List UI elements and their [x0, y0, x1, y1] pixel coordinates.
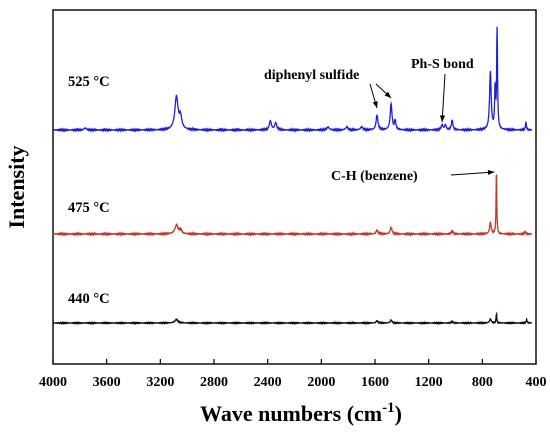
x-tick-label: 2800 [200, 375, 228, 390]
x-tick-label: 800 [472, 375, 493, 390]
plot-frame [52, 9, 537, 365]
series-label-440: 440 °C [68, 291, 110, 307]
annotation-c-h-benzene: C-H (benzene) [331, 169, 418, 184]
spectrum-line-2 [52, 311, 532, 326]
annotation-ph-s-bond: Ph-S bond [411, 57, 474, 72]
arrow-c-h-benzene [450, 171, 495, 176]
x-tick-label: 3600 [93, 375, 121, 390]
arrow-ph-s-bond-head [439, 115, 446, 122]
x-tick-label: 4000 [39, 375, 67, 390]
spectrum-line-0 [52, 26, 533, 133]
x-axis-ticks: 4000 3600 3200 2800 2400 2000 1600 1200 800 400 [39, 359, 547, 390]
arrow-ph-s-bond [441, 73, 446, 123]
y-axis-label: Intensity [4, 145, 29, 228]
arrow-diphenyl-sulfide-2-head [384, 91, 392, 98]
x-tick-label: 3200 [146, 375, 174, 390]
arrow-diphenyl-sulfide-1-head [372, 101, 378, 108]
x-tick-label: 2400 [254, 375, 282, 390]
x-tick-label: 2000 [307, 375, 335, 390]
x-axis-label: Wave numbers (cm-1) [200, 400, 402, 426]
spectrum-line-1 [52, 174, 533, 237]
x-tick-label: 1600 [361, 375, 389, 390]
x-tick-label: 400 [526, 375, 547, 390]
series-label-525: 525 °C [68, 74, 110, 90]
annotations-group [369, 73, 495, 176]
x-tick-label: 1200 [415, 375, 443, 390]
annotation-diphenyl-sulfide: diphenyl sulfide [264, 68, 359, 83]
arrow-c-h-benzene-head [487, 169, 495, 176]
series-label-475: 475 °C [68, 200, 110, 216]
series-group [52, 26, 533, 326]
